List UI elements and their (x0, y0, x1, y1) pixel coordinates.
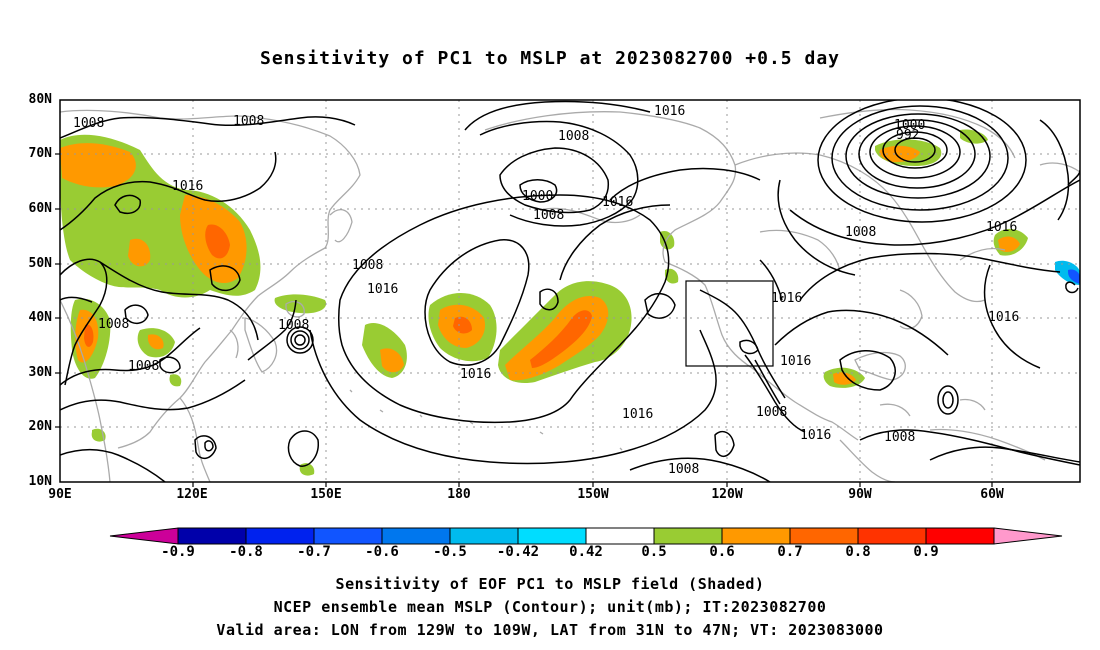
lon-label-150e: 150E (310, 487, 342, 502)
colorbar-segment (585, 527, 655, 545)
contour-label: 1016 (988, 310, 1019, 325)
colorbar-label: 0.5 (641, 544, 667, 560)
colorbar-label: 0.7 (777, 544, 803, 560)
contour-label: 1016 (780, 354, 811, 369)
lon-label-150w: 150W (577, 487, 609, 502)
lat-label-80n: 80N (28, 92, 52, 107)
contour-label: 1008 (73, 116, 104, 131)
contour-label: 1008 (128, 359, 159, 374)
contour-label: 1016 (622, 407, 653, 422)
contour-label: 1008 (558, 129, 589, 144)
contour-label: 1008 (533, 208, 564, 223)
colorbar-label: -0.8 (229, 544, 263, 560)
lat-label-10n: 10N (28, 474, 52, 489)
colorbar (109, 527, 1063, 545)
colorbar-label: 0.9 (913, 544, 939, 560)
colorbar-segment (789, 527, 859, 545)
lon-label-90e: 90E (48, 487, 72, 502)
colorbar-segment (517, 527, 587, 545)
colorbar-label: -0.6 (365, 544, 399, 560)
lat-label-60n: 60N (28, 201, 52, 216)
colorbar-segment (245, 527, 315, 545)
contour-label: 992 (896, 128, 919, 143)
contour-label: 1008 (756, 405, 787, 420)
colorbar-label: -0.42 (496, 544, 540, 560)
colorbar-cap-left (109, 527, 179, 545)
colorbar-segment (381, 527, 451, 545)
colorbar-cap-right (993, 527, 1063, 545)
colorbar-label: -0.5 (433, 544, 467, 560)
lat-label-20n: 20N (28, 419, 52, 434)
caption-line-2: NCEP ensemble mean MSLP (Contour); unit(… (273, 598, 827, 616)
caption-line-3: Valid area: LON from 129W to 109W, LAT f… (216, 621, 884, 639)
axis-ticks (55, 153, 993, 487)
colorbar-segment (857, 527, 927, 545)
contour-label: 1016 (367, 282, 398, 297)
contour-label: 1000 (522, 189, 553, 204)
contour-label: 1008 (233, 114, 264, 129)
contour-label: 1016 (986, 220, 1017, 235)
lon-label-60w: 60W (980, 487, 1004, 502)
colorbar-segment (925, 527, 995, 545)
colorbar-segment (449, 527, 519, 545)
lat-label-70n: 70N (28, 146, 52, 161)
colorbar-label: 0.42 (569, 544, 603, 560)
colorbar-label: -0.7 (297, 544, 331, 560)
lat-label-30n: 30N (28, 365, 52, 380)
contour-label: 1016 (172, 179, 203, 194)
lon-label-180: 180 (447, 487, 471, 502)
colorbar-segment (177, 527, 247, 545)
contour-label: 1008 (278, 318, 309, 333)
contour-label: 1000 (894, 118, 925, 133)
shaded-sensitivity-red (84, 224, 592, 368)
caption-line-1: Sensitivity of EOF PC1 to MSLP field (Sh… (335, 575, 765, 593)
contour-label: 1016 (460, 367, 491, 382)
map-frame (59, 99, 1081, 483)
contour-labels: 1008 1008 1016 1008 1008 1008 1008 1008 … (73, 104, 1019, 477)
contour-label: 1008 (845, 225, 876, 240)
lon-label-120e: 120E (176, 487, 208, 502)
contour-label: 1016 (771, 291, 802, 306)
lon-label-120w: 120W (711, 487, 743, 502)
contour-label: 1008 (98, 317, 129, 332)
lat-label-40n: 40N (28, 310, 52, 325)
graticule (60, 100, 1080, 482)
lon-label-90w: 90W (848, 487, 872, 502)
contour-label: 1016 (602, 195, 633, 210)
contour-label: 1008 (884, 430, 915, 445)
colorbar-segment (721, 527, 791, 545)
contour-label: 1008 (668, 462, 699, 477)
lat-label-50n: 50N (28, 256, 52, 271)
colorbar-label: 0.6 (709, 544, 735, 560)
mslp-contours (60, 100, 1080, 482)
figure-title: Sensitivity of PC1 to MSLP at 2023082700… (259, 48, 840, 69)
colorbar-label: 0.8 (845, 544, 871, 560)
contour-label: 1008 (352, 258, 383, 273)
colorbar-segment (313, 527, 383, 545)
shaded-sensitivity-negative (1055, 260, 1080, 285)
contour-label: 1016 (800, 428, 831, 443)
colorbar-label: -0.9 (161, 544, 195, 560)
contour-label: 1016 (654, 104, 685, 119)
colorbar-segment (653, 527, 723, 545)
